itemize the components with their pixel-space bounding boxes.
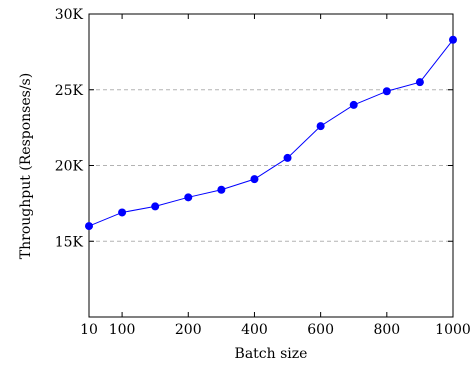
y-tick-label: 25K	[55, 83, 84, 99]
x-tick-label: 800	[373, 322, 400, 338]
y-tick-label: 30K	[55, 7, 84, 23]
y-tick-label: 20K	[55, 159, 84, 175]
data-point	[283, 153, 292, 162]
y-axis-ticks: 15K 20K 25K 30K	[55, 7, 453, 250]
x-tick-label: 100	[109, 322, 136, 338]
y-tick-label: 15K	[55, 234, 84, 250]
series-line	[88, 39, 454, 227]
data-point	[217, 185, 226, 194]
x-tick-label: 10	[80, 322, 98, 338]
data-point	[415, 78, 424, 87]
x-tick-label: 1000	[435, 322, 471, 338]
data-point	[316, 122, 325, 131]
gridlines	[89, 89, 453, 242]
x-tick-label: 200	[175, 322, 202, 338]
data-point	[151, 202, 160, 211]
data-point	[184, 193, 193, 202]
data-point	[449, 35, 457, 44]
x-tick-label: 600	[307, 322, 334, 338]
data-point	[382, 87, 391, 96]
x-axis-ticks: 10 100 200 400 600 800 1000	[80, 14, 471, 338]
data-point	[118, 208, 127, 217]
series-group	[85, 35, 457, 231]
data-point	[250, 175, 259, 184]
data-point	[85, 222, 93, 231]
y-axis-label: Throughput (Responses/s)	[18, 73, 34, 259]
x-tick-label: 400	[241, 322, 268, 338]
x-axis-label: Batch size	[235, 346, 308, 362]
data-point	[349, 100, 358, 109]
